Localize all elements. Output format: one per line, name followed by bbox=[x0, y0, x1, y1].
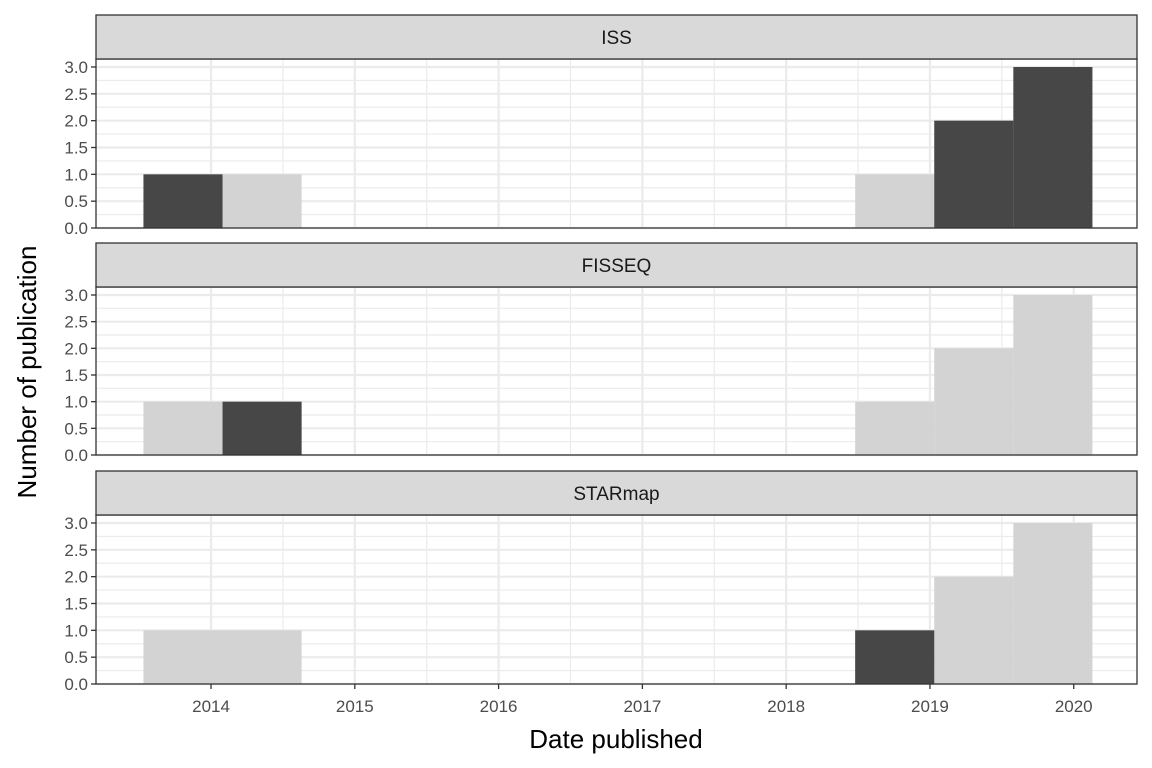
highlight-bar bbox=[855, 630, 935, 684]
background-bar bbox=[934, 348, 1014, 455]
x-tick-label: 2014 bbox=[192, 697, 230, 716]
y-tick-label: 3.0 bbox=[64, 514, 88, 533]
y-tick-label: 0.0 bbox=[64, 675, 88, 694]
background-bar bbox=[1013, 295, 1093, 455]
y-tick-label: 0.0 bbox=[64, 446, 88, 465]
highlight-bar bbox=[1013, 67, 1093, 228]
y-tick-label: 0.5 bbox=[64, 192, 88, 211]
facet-strip-label: STARmap bbox=[573, 484, 659, 505]
y-tick-label: 2.0 bbox=[64, 112, 88, 131]
background-bar bbox=[222, 174, 302, 228]
background-bar bbox=[222, 630, 302, 684]
y-tick-label: 2.0 bbox=[64, 568, 88, 587]
background-bar bbox=[934, 576, 1014, 684]
background-bar bbox=[1013, 523, 1093, 684]
highlight-bar bbox=[143, 174, 223, 228]
facet-strip bbox=[95, 14, 1138, 60]
facet-strip bbox=[95, 470, 1138, 516]
y-axis-title: Number of publication bbox=[12, 246, 42, 499]
highlight-bar bbox=[934, 120, 1014, 228]
highlight-bar bbox=[222, 401, 302, 455]
y-tick-label: 2.5 bbox=[64, 541, 88, 560]
background-bar bbox=[143, 630, 223, 684]
x-tick-label: 2017 bbox=[623, 697, 661, 716]
y-tick-label: 1.0 bbox=[64, 621, 88, 640]
x-tick-label: 2019 bbox=[911, 697, 949, 716]
y-tick-label: 3.0 bbox=[64, 58, 88, 77]
y-tick-label: 2.0 bbox=[64, 339, 88, 358]
facet-panel-starmap: STARmap 0.0 0.5 1.0 1.5 2.0 2.5 3.0 bbox=[64, 470, 1138, 694]
y-tick-label: 2.5 bbox=[64, 313, 88, 332]
y-tick-label: 1.5 bbox=[64, 366, 88, 385]
y-tick-label: 0.5 bbox=[64, 419, 88, 438]
panels-layer: ISS 0.0 0.5 1.0 1.5 2.0 2.5 3.0 FISSEQ 0.0 0.5 1.0 1… bbox=[64, 14, 1138, 694]
y-tick-label: 2.5 bbox=[64, 85, 88, 104]
background-bar bbox=[855, 174, 935, 228]
facet-strip bbox=[95, 242, 1138, 288]
y-tick-label: 1.0 bbox=[64, 393, 88, 412]
facet-panel-fisseq: FISSEQ 0.0 0.5 1.0 1.5 2.0 2.5 3.0 bbox=[64, 242, 1138, 465]
x-tick-label: 2018 bbox=[767, 697, 805, 716]
x-axis: 2014 2015 2016 2017 2018 2019 2020 bbox=[192, 684, 1093, 716]
facet-panel-iss: ISS 0.0 0.5 1.0 1.5 2.0 2.5 3.0 bbox=[64, 14, 1138, 238]
x-tick-label: 2020 bbox=[1055, 697, 1093, 716]
facet-strip-label: FISSEQ bbox=[582, 256, 652, 277]
x-tick-label: 2015 bbox=[336, 697, 374, 716]
x-axis-title: Date published bbox=[529, 724, 702, 754]
x-tick-label: 2016 bbox=[480, 697, 518, 716]
y-tick-label: 0.0 bbox=[64, 219, 88, 238]
y-tick-label: 1.5 bbox=[64, 595, 88, 614]
y-tick-label: 0.5 bbox=[64, 648, 88, 667]
y-tick-label: 3.0 bbox=[64, 286, 88, 305]
background-bar bbox=[143, 401, 223, 455]
background-bar bbox=[855, 401, 935, 455]
y-tick-label: 1.5 bbox=[64, 139, 88, 158]
y-tick-label: 1.0 bbox=[64, 165, 88, 184]
facet-strip-label: ISS bbox=[601, 28, 632, 49]
